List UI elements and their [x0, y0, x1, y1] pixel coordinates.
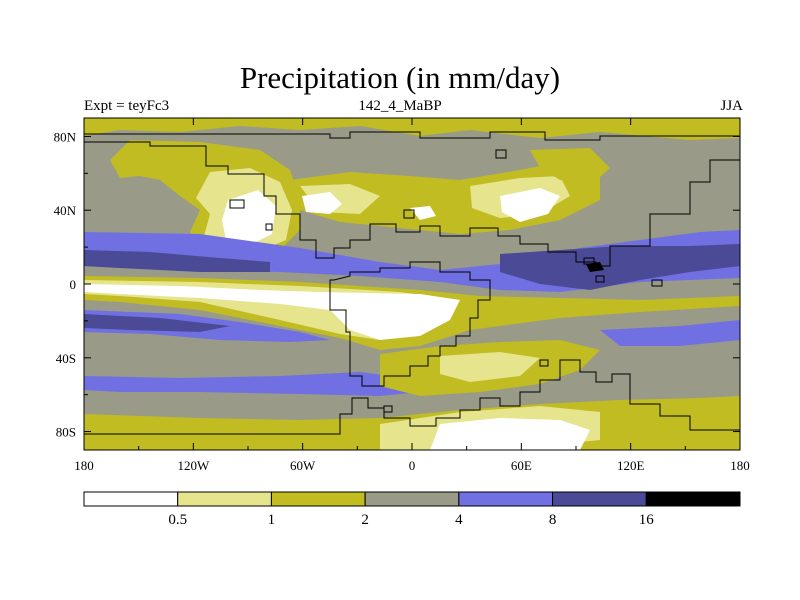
x-tick-label: 60E — [511, 458, 532, 473]
colorbar-label: 0.5 — [168, 512, 187, 528]
field-south-navy — [84, 314, 230, 332]
field-eurasia-dry — [302, 188, 560, 222]
colorbar: 0.5 1 2 4 8 16 — [83, 491, 741, 528]
colorbar-swatch — [270, 491, 366, 507]
field-antarctic-dry — [430, 418, 590, 450]
colorbar-swatch — [458, 491, 554, 507]
x-tick-label: 120W — [177, 458, 210, 473]
coast-gondwana — [329, 261, 491, 387]
x-tick-label: 180 — [730, 458, 750, 473]
y-axis: 80N 40N 0 40S 80S — [54, 129, 740, 440]
x-axis: 180 120W 60W 0 60E 120E 180 — [74, 118, 750, 473]
coast-islands — [229, 149, 663, 413]
coast-laurasia — [84, 141, 740, 267]
colorbar-swatch — [552, 491, 647, 507]
colorbar-swatch — [177, 491, 272, 507]
y-tick-label: 40S — [56, 351, 76, 366]
field-south-blue — [84, 310, 740, 396]
experiment-label: Expt = teyFc3 — [84, 98, 170, 114]
x-tick-label: 60W — [290, 458, 316, 473]
precip-field — [84, 118, 740, 450]
y-tick-label: 0 — [70, 277, 77, 292]
x-tick-label: 0 — [409, 458, 416, 473]
colorbar-swatch — [645, 491, 741, 507]
colorbar-label: 4 — [455, 512, 463, 528]
y-tick-label: 80S — [56, 425, 76, 440]
field-equatorial-dry — [84, 284, 460, 340]
coast-southern-landmass — [84, 359, 740, 435]
colorbar-label: 8 — [549, 512, 557, 528]
season-label: JJA — [720, 98, 743, 114]
y-tick-label: 40N — [54, 203, 77, 218]
x-tick-label: 180 — [74, 458, 94, 473]
chart-title: Precipitation (in mm/day) — [239, 60, 561, 95]
colorbar-label: 1 — [268, 512, 276, 528]
colorbar-swatch — [83, 491, 179, 507]
field-namerica-dry — [222, 190, 276, 246]
continent-outlines — [84, 131, 740, 435]
coast-northern-edge — [84, 131, 740, 141]
colorbar-label: 2 — [361, 512, 369, 528]
colorbar-swatch — [364, 491, 460, 507]
field-arctic-olive — [84, 118, 740, 140]
period-label: 142_4_MaBP — [358, 98, 442, 114]
x-tick-label: 120E — [617, 458, 645, 473]
field-northeast-olive — [530, 148, 610, 186]
colorbar-label: 16 — [639, 512, 655, 528]
y-tick-label: 80N — [54, 129, 77, 144]
